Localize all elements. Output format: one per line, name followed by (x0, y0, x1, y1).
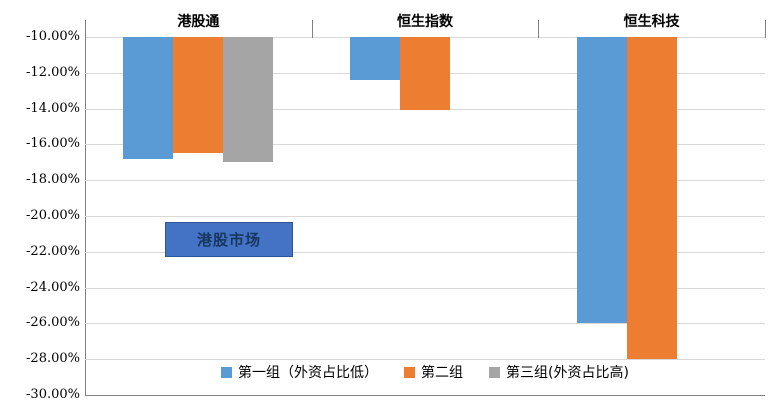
legend-label: 第一组（外资占比低） (238, 365, 379, 381)
bar-港股通-第一组（外资占比低） (123, 37, 174, 159)
y-tick-label: -26.00% (26, 315, 80, 331)
gridline (85, 287, 765, 289)
gridline (85, 180, 765, 182)
gridline (85, 359, 765, 361)
y-tick-label: -16.00% (26, 136, 80, 152)
annotation-text: 港股市场 (196, 231, 261, 249)
y-tick-label: -20.00% (26, 208, 80, 223)
y-tick-label: -24.00% (26, 279, 80, 295)
legend-swatch-icon (404, 366, 416, 378)
legend-label: 第二组 (421, 365, 464, 381)
bar-港股通-第三组(外资占比高) (223, 37, 274, 163)
bar-恒生指数-第二组 (400, 37, 450, 111)
category-label: 恒生科技 (623, 14, 680, 30)
y-tick-label: -22.00% (26, 243, 80, 259)
category-tick (765, 20, 766, 38)
legend-swatch-icon (489, 366, 501, 378)
legend: 第一组（外资占比低） 第二组 第三组(外资占比高) (85, 362, 765, 382)
bar-恒生指数-第一组（外资占比低） (350, 37, 400, 80)
gridline (85, 395, 765, 396)
bar-恒生科技-第二组 (626, 37, 677, 360)
legend-item: 第三组(外资占比高) (489, 362, 629, 382)
bar-恒生科技-第一组（外资占比低） (576, 37, 627, 324)
bar-港股通-第二组 (173, 37, 224, 154)
category-tick (85, 20, 86, 38)
y-tick-label: -10.00% (26, 29, 80, 44)
plot-area (85, 37, 765, 396)
legend-item: 第二组 (404, 362, 463, 382)
legend-label: 第三组(外资占比高) (506, 365, 629, 381)
y-tick-label: -14.00% (26, 100, 80, 116)
gridline (85, 251, 765, 253)
category-tick (311, 20, 313, 38)
y-tick-label: -30.00% (26, 387, 80, 402)
gridline (85, 323, 765, 325)
category-tick (538, 20, 540, 38)
category-label: 恒生指数 (397, 14, 453, 30)
y-tick-label: -12.00% (26, 64, 80, 80)
gridline (85, 144, 765, 146)
legend-item: 第一组（外资占比低） (221, 362, 378, 382)
y-tick-label: -18.00% (26, 172, 80, 188)
y-tick-label: -28.00% (26, 351, 80, 367)
annotation-box: 港股市场 (165, 222, 293, 257)
category-label: 港股通 (177, 14, 220, 30)
legend-swatch-icon (221, 366, 233, 378)
gridline (85, 216, 765, 217)
